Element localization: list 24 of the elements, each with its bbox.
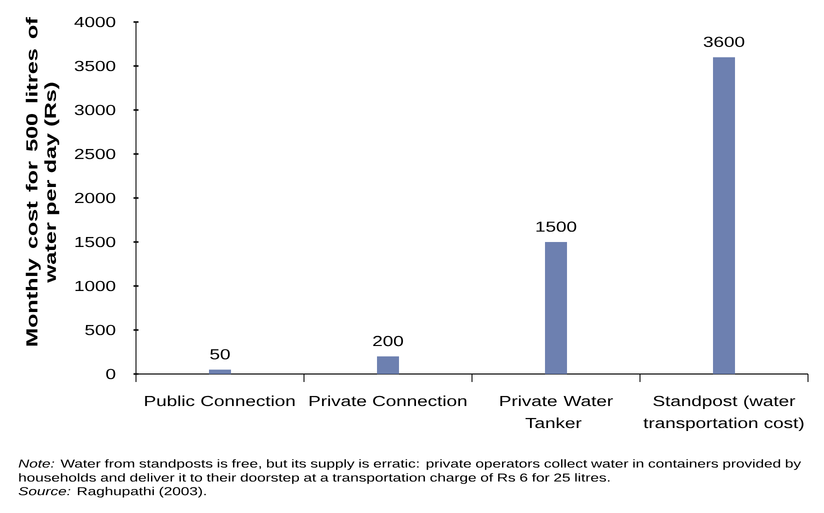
bar [713,57,736,374]
y-tick-label: 2000 [75,192,116,204]
bar [545,242,568,374]
y-tick-label: 1500 [75,236,116,248]
data-label: 200 [373,336,403,346]
x-tick-label: Public Connection [145,396,294,406]
y-axis-title: Monthly cost for 500 litres of water per day (Rs) [26,17,60,346]
x-tick-label: Private Connection [310,396,466,406]
y-tick-label: 2500 [75,148,116,160]
y-tick-label: 3500 [74,60,116,72]
y-tick-label: 4000 [74,16,116,28]
y-tick-label: 0 [106,368,116,380]
y-tick-label: 1000 [75,280,116,292]
x-tick-label: Private Water Tanker [500,396,613,428]
y-tick-label: 3000 [74,104,116,116]
y-tick-label: 500 [85,324,116,336]
text: Source: Raghupathi (2003). [18,486,206,498]
x-tick-label: Standpost (water transportation cost) [644,396,804,432]
bar [377,356,400,374]
bar [209,370,231,374]
data-label: 50 [210,349,230,360]
text: Note: Water from standposts is free, but its supply is erratic: private operators collect water in containers provided by households and deliver it to their doorstep at a transportation charge of Rs 6 for 25 litres. [18,459,802,484]
data-label: 1500 [536,222,576,232]
data-label: 3600 [704,36,744,47]
